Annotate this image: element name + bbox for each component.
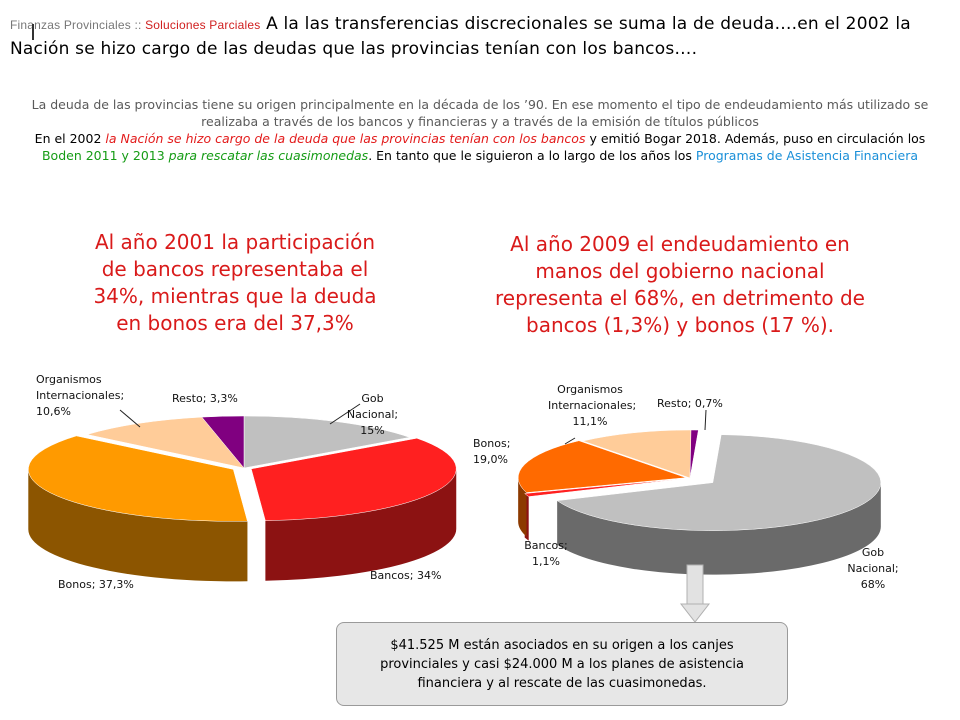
left-chart-heading: Al año 2001 la participación de bancos r… [93,230,377,335]
label-resto-2001: Resto; 3,3% [172,392,238,405]
label-resto-2009: Resto; 0,7% [657,397,723,410]
pie-chart-2009 [517,429,882,575]
pie-slice-bancos [250,437,457,521]
right-chart-heading: Al año 2009 el endeudamiento en manos de… [495,232,865,337]
label-bancos-2001: Bancos; 34% [370,569,442,582]
pie-slice-bancos [524,478,685,497]
label-organismos-2009: Organismos Internacionales; 11,1% [548,383,637,428]
label-gob-2001: Gob Nacional; 15% [346,392,399,437]
breadcrumb: Finanzas Provinciales :: Soluciones Parc… [10,18,261,32]
label-organismos-2001: Organismos Internacionales; 10,6% [36,373,125,418]
summary-box: $41.525 M están asociados en su origen a… [336,622,788,706]
leader-line-gob-left [329,403,361,425]
pie-side-bonos [28,469,248,582]
leader-line-resto-right [704,409,707,431]
pie-side-bancos [265,468,457,581]
pie-slice-organismos-internacionales [581,429,692,479]
intro-paragraph-2: En el 2002 la Nación se hizo cargo de la… [34,131,926,163]
text-cursor [32,24,34,40]
leader-line-organismos-right [564,437,576,445]
pie-slice-bonos [28,435,248,522]
slide-header: Finanzas Provinciales :: Soluciones Parc… [10,12,945,61]
intro-paragraph-1: La deuda de las provincias tiene su orig… [31,97,929,129]
pie-chart-2001 [28,415,457,582]
down-arrow-icon [679,564,711,623]
pie-slice-resto [689,429,699,479]
label-bancos-2009: Bancos; 1,1% [524,539,568,568]
pie-slice-gob-nacional [243,415,411,469]
leader-line-organismos-left [119,409,141,428]
pie-slice-gob-nacional [556,434,882,531]
pie-slice-bonos [517,440,687,493]
label-bonos-2009: Bonos; 19,0% [473,437,511,466]
label-bonos-2001: Bonos; 37,3% [58,578,134,591]
label-gob-2009: Gob Nacional; 68% [847,546,899,591]
intro-text: La deuda de las provincias tiene su orig… [30,96,930,164]
pie-slice-resto [201,415,245,469]
pie-side-gob-nacional [557,482,881,575]
header-title: A la las transferencias discrecionales s… [10,14,911,59]
pie-side-bonos [518,477,527,537]
pie-slice-organismos-internacionales [87,416,245,469]
